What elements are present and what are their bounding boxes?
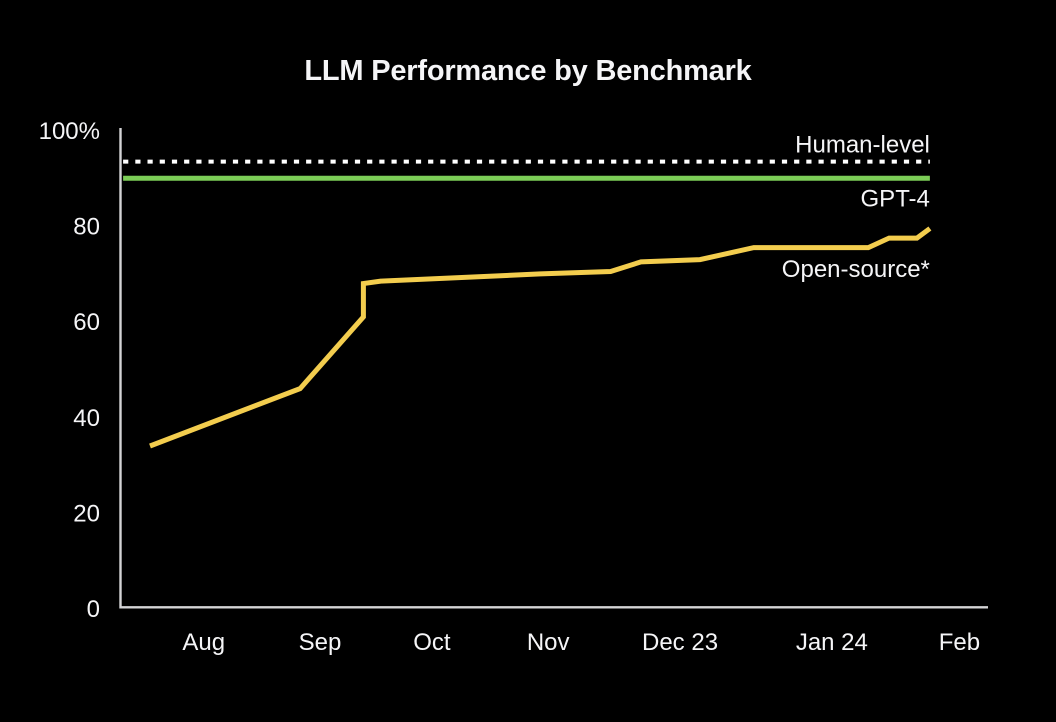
x-tick-label: Aug bbox=[182, 629, 225, 656]
gpt4-label: GPT-4 bbox=[861, 185, 930, 212]
x-axis-tick-labels: Aug Sep Oct Nov Dec 23 Jan 24 Feb bbox=[182, 629, 980, 656]
y-tick-label: 40 bbox=[73, 405, 100, 432]
x-tick-label: Oct bbox=[413, 629, 451, 656]
y-tick-label: 20 bbox=[73, 500, 100, 527]
open-source-label: Open-source* bbox=[782, 256, 930, 283]
x-tick-label: Sep bbox=[299, 629, 342, 656]
x-tick-label: Nov bbox=[527, 629, 570, 656]
y-axis-tick-labels: 100% 80 60 40 20 0 bbox=[39, 118, 100, 623]
open-source-series-line bbox=[149, 226, 932, 449]
x-tick-label: Jan 24 bbox=[796, 629, 868, 656]
chart-title: LLM Performance by Benchmark bbox=[304, 55, 752, 87]
axes bbox=[119, 128, 988, 609]
y-tick-label: 60 bbox=[73, 309, 100, 336]
human-level-label: Human-level bbox=[795, 132, 930, 159]
y-tick-label: 0 bbox=[87, 596, 100, 623]
y-tick-label: 80 bbox=[73, 214, 100, 241]
y-tick-label: 100% bbox=[39, 118, 100, 145]
x-tick-label: Feb bbox=[939, 629, 980, 656]
x-tick-label: Dec 23 bbox=[642, 629, 718, 656]
